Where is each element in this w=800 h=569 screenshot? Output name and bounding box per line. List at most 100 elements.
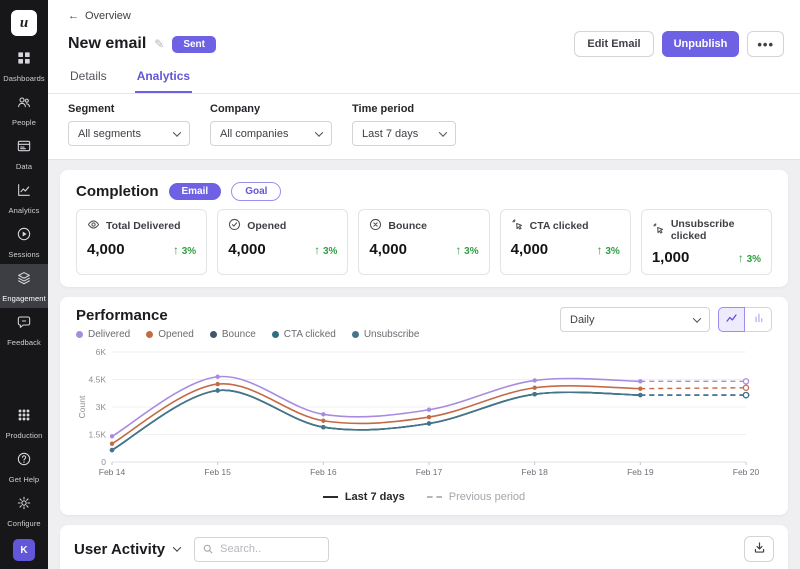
back-arrow-icon: ← (68, 10, 79, 22)
email-toggle-pill[interactable]: Email (168, 183, 222, 200)
company-filter-label: Company (210, 103, 261, 115)
sidebar-item-analytics[interactable]: Analytics (0, 176, 48, 220)
chevron-down-icon (172, 127, 182, 137)
legend-dot (209, 331, 217, 338)
segment-select[interactable]: All segments (68, 121, 190, 146)
stat-card-label: Total Delivered (106, 220, 181, 232)
stat-card-label: Bounce (388, 220, 427, 232)
sidebar-item-label: Analytics (8, 206, 40, 215)
edit-title-icon[interactable]: ✎ (154, 37, 165, 51)
sidebar-item-label: Sessions (8, 250, 40, 259)
analytics-icon (16, 182, 32, 203)
cta-click-icon (511, 218, 524, 234)
page-title: New email (68, 35, 147, 52)
legend-dot (146, 331, 154, 338)
company-filter: Company All companies (210, 103, 332, 146)
bar-chart-toggle[interactable] (745, 307, 772, 332)
svg-text:3K: 3K (96, 402, 107, 412)
interval-select[interactable]: Daily (560, 307, 710, 332)
sidebar-item-label: Engagement (2, 294, 46, 303)
svg-text:Feb 16: Feb 16 (310, 467, 337, 477)
svg-text:4.5K: 4.5K (89, 375, 107, 385)
eye-icon (87, 218, 100, 234)
performance-title: Performance (76, 307, 168, 324)
tab-analytics[interactable]: Analytics (134, 69, 193, 93)
status-badge: Sent (172, 35, 216, 53)
page-body: Completion Email Goal Total Delivered 4,… (48, 160, 800, 569)
stat-card-change: ↑ 3% (737, 251, 762, 265)
solid-line-swatch (322, 496, 338, 498)
chevron-down-icon (172, 543, 182, 552)
gear-icon (16, 495, 32, 516)
stat-card-value: 4,000 (510, 241, 549, 258)
sidebar-item-people[interactable]: People (0, 88, 48, 132)
sidebar-item-dashboards[interactable]: Dashboards (0, 44, 48, 88)
download-icon (753, 541, 766, 557)
page-header: ← Overview New email ✎ Sent Edit Email U… (48, 0, 800, 94)
sidebar-item-configure[interactable]: Configure (0, 489, 48, 533)
tab-details[interactable]: Details (70, 69, 107, 83)
line-chart-toggle[interactable] (718, 307, 745, 332)
download-button[interactable] (744, 536, 774, 562)
time-period-select[interactable]: Last 7 days (352, 121, 456, 146)
legend-item-unsubscribe: Unsubscribe (351, 329, 419, 340)
stat-card-label: CTA clicked (529, 220, 589, 232)
stat-card-opened: Opened 4,000 ↑ 3% (217, 209, 349, 275)
stat-card-label: Unsubscribe clicked (670, 218, 735, 242)
dashboards-icon (16, 50, 32, 71)
sidebar-item-get-help[interactable]: Get Help (0, 445, 48, 489)
legend-dot (76, 331, 83, 338)
userpilot-logo[interactable]: u (11, 10, 37, 36)
legend-dot (271, 331, 279, 338)
legend-item-last-7-days: Last 7 days (322, 491, 405, 503)
sidebar-item-production[interactable]: Production (0, 401, 48, 445)
svg-text:Feb 20: Feb 20 (733, 467, 760, 477)
sidebar-item-label: Configure (7, 519, 41, 528)
stat-card-cta-clicked: CTA clicked 4,000 ↑ 3% (499, 209, 631, 275)
sidebar-item-feedback[interactable]: Feedback (0, 308, 48, 352)
grid-dots-icon (16, 407, 32, 428)
unpublish-button[interactable]: Unpublish (661, 31, 740, 57)
segment-filter: Segment All segments (68, 103, 190, 146)
edit-email-button[interactable]: Edit Email (574, 31, 654, 57)
goal-toggle-pill[interactable]: Goal (231, 182, 282, 201)
sidebar-item-label: Dashboards (3, 74, 45, 83)
chart-type-toggle (718, 307, 772, 332)
stat-card-label: Opened (247, 220, 287, 232)
company-select[interactable]: All companies (210, 121, 332, 146)
stat-card-total-delivered: Total Delivered 4,000 ↑ 3% (76, 209, 208, 275)
performance-panel: Performance Delivered Opened Bounce CTA … (60, 297, 788, 515)
legend-item-opened: Opened (146, 329, 194, 340)
sidebar-item-label: Production (5, 431, 43, 440)
search-input[interactable] (194, 536, 330, 562)
stat-card-change: ↑ 3% (314, 243, 338, 257)
svg-text:Feb 15: Feb 15 (204, 467, 231, 477)
help-icon (16, 451, 32, 472)
svg-text:Feb 18: Feb 18 (521, 467, 548, 477)
dashed-line-swatch (426, 496, 442, 498)
sidebar-nav: Dashboards People Data Analytics Session… (0, 44, 48, 352)
sidebar-item-data[interactable]: Data (0, 132, 48, 176)
stat-card-value: 4,000 (87, 241, 125, 258)
time-period-filter: Time period Last 7 days (352, 103, 456, 146)
search-box (194, 536, 330, 562)
up-arrow-icon: ↑ (737, 251, 744, 265)
stat-card-change: ↑ 3% (455, 243, 479, 257)
chevron-down-icon (438, 127, 448, 137)
user-avatar[interactable]: K (13, 539, 35, 561)
user-activity-title: User Activity (74, 540, 166, 558)
sidebar-item-sessions[interactable]: Sessions (0, 220, 48, 264)
time-period-filter-label: Time period (352, 103, 415, 115)
chevron-down-icon (692, 313, 702, 323)
performance-chart: 0 1.5K 3K 4.5K 6K Count Feb 14 Feb 15 Feb 16 Feb … (77, 347, 760, 477)
period-legend: Last 7 days Previous period (76, 491, 772, 507)
back-label: Overview (85, 10, 131, 22)
svg-text:6K: 6K (96, 347, 107, 357)
svg-text:Feb 19: Feb 19 (627, 467, 654, 477)
user-activity-title-dropdown[interactable]: User Activity (74, 540, 182, 558)
back-link[interactable]: ← Overview (68, 10, 131, 22)
more-actions-button[interactable]: ••• (747, 31, 784, 57)
sidebar-item-engagement[interactable]: Engagement (0, 264, 48, 308)
completion-title: Completion (76, 183, 159, 200)
